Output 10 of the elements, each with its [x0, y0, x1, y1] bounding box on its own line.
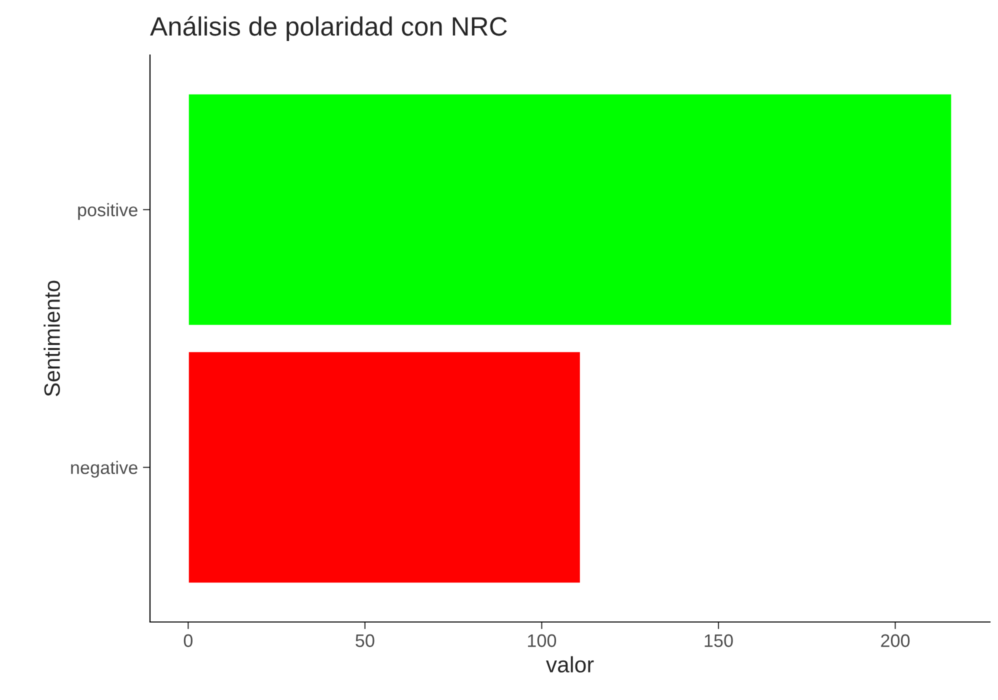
x-axis-title: valor	[546, 656, 594, 673]
x-tick-label: 50	[356, 634, 374, 648]
y-tick-label: negative	[71, 460, 138, 478]
y-axis-title: Sentimiento	[44, 280, 60, 396]
x-tick-label: 200	[881, 634, 910, 648]
x-tick-label: 0	[184, 634, 192, 648]
x-tick-label: 100	[528, 634, 556, 648]
x-tick-label: 150	[704, 634, 733, 648]
chart-title: Análisis de polaridad con NRC	[150, 16, 507, 42]
y-tick-label: positive	[78, 203, 138, 220]
